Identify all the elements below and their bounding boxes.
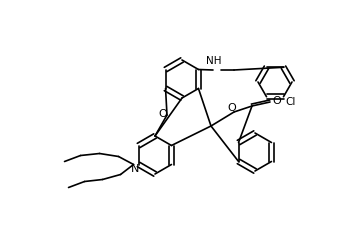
Text: O: O [228,103,236,113]
Text: O: O [159,109,167,119]
Text: NH: NH [206,56,222,66]
Text: N: N [131,164,140,173]
Text: Cl: Cl [285,97,296,107]
Text: O: O [273,96,282,106]
